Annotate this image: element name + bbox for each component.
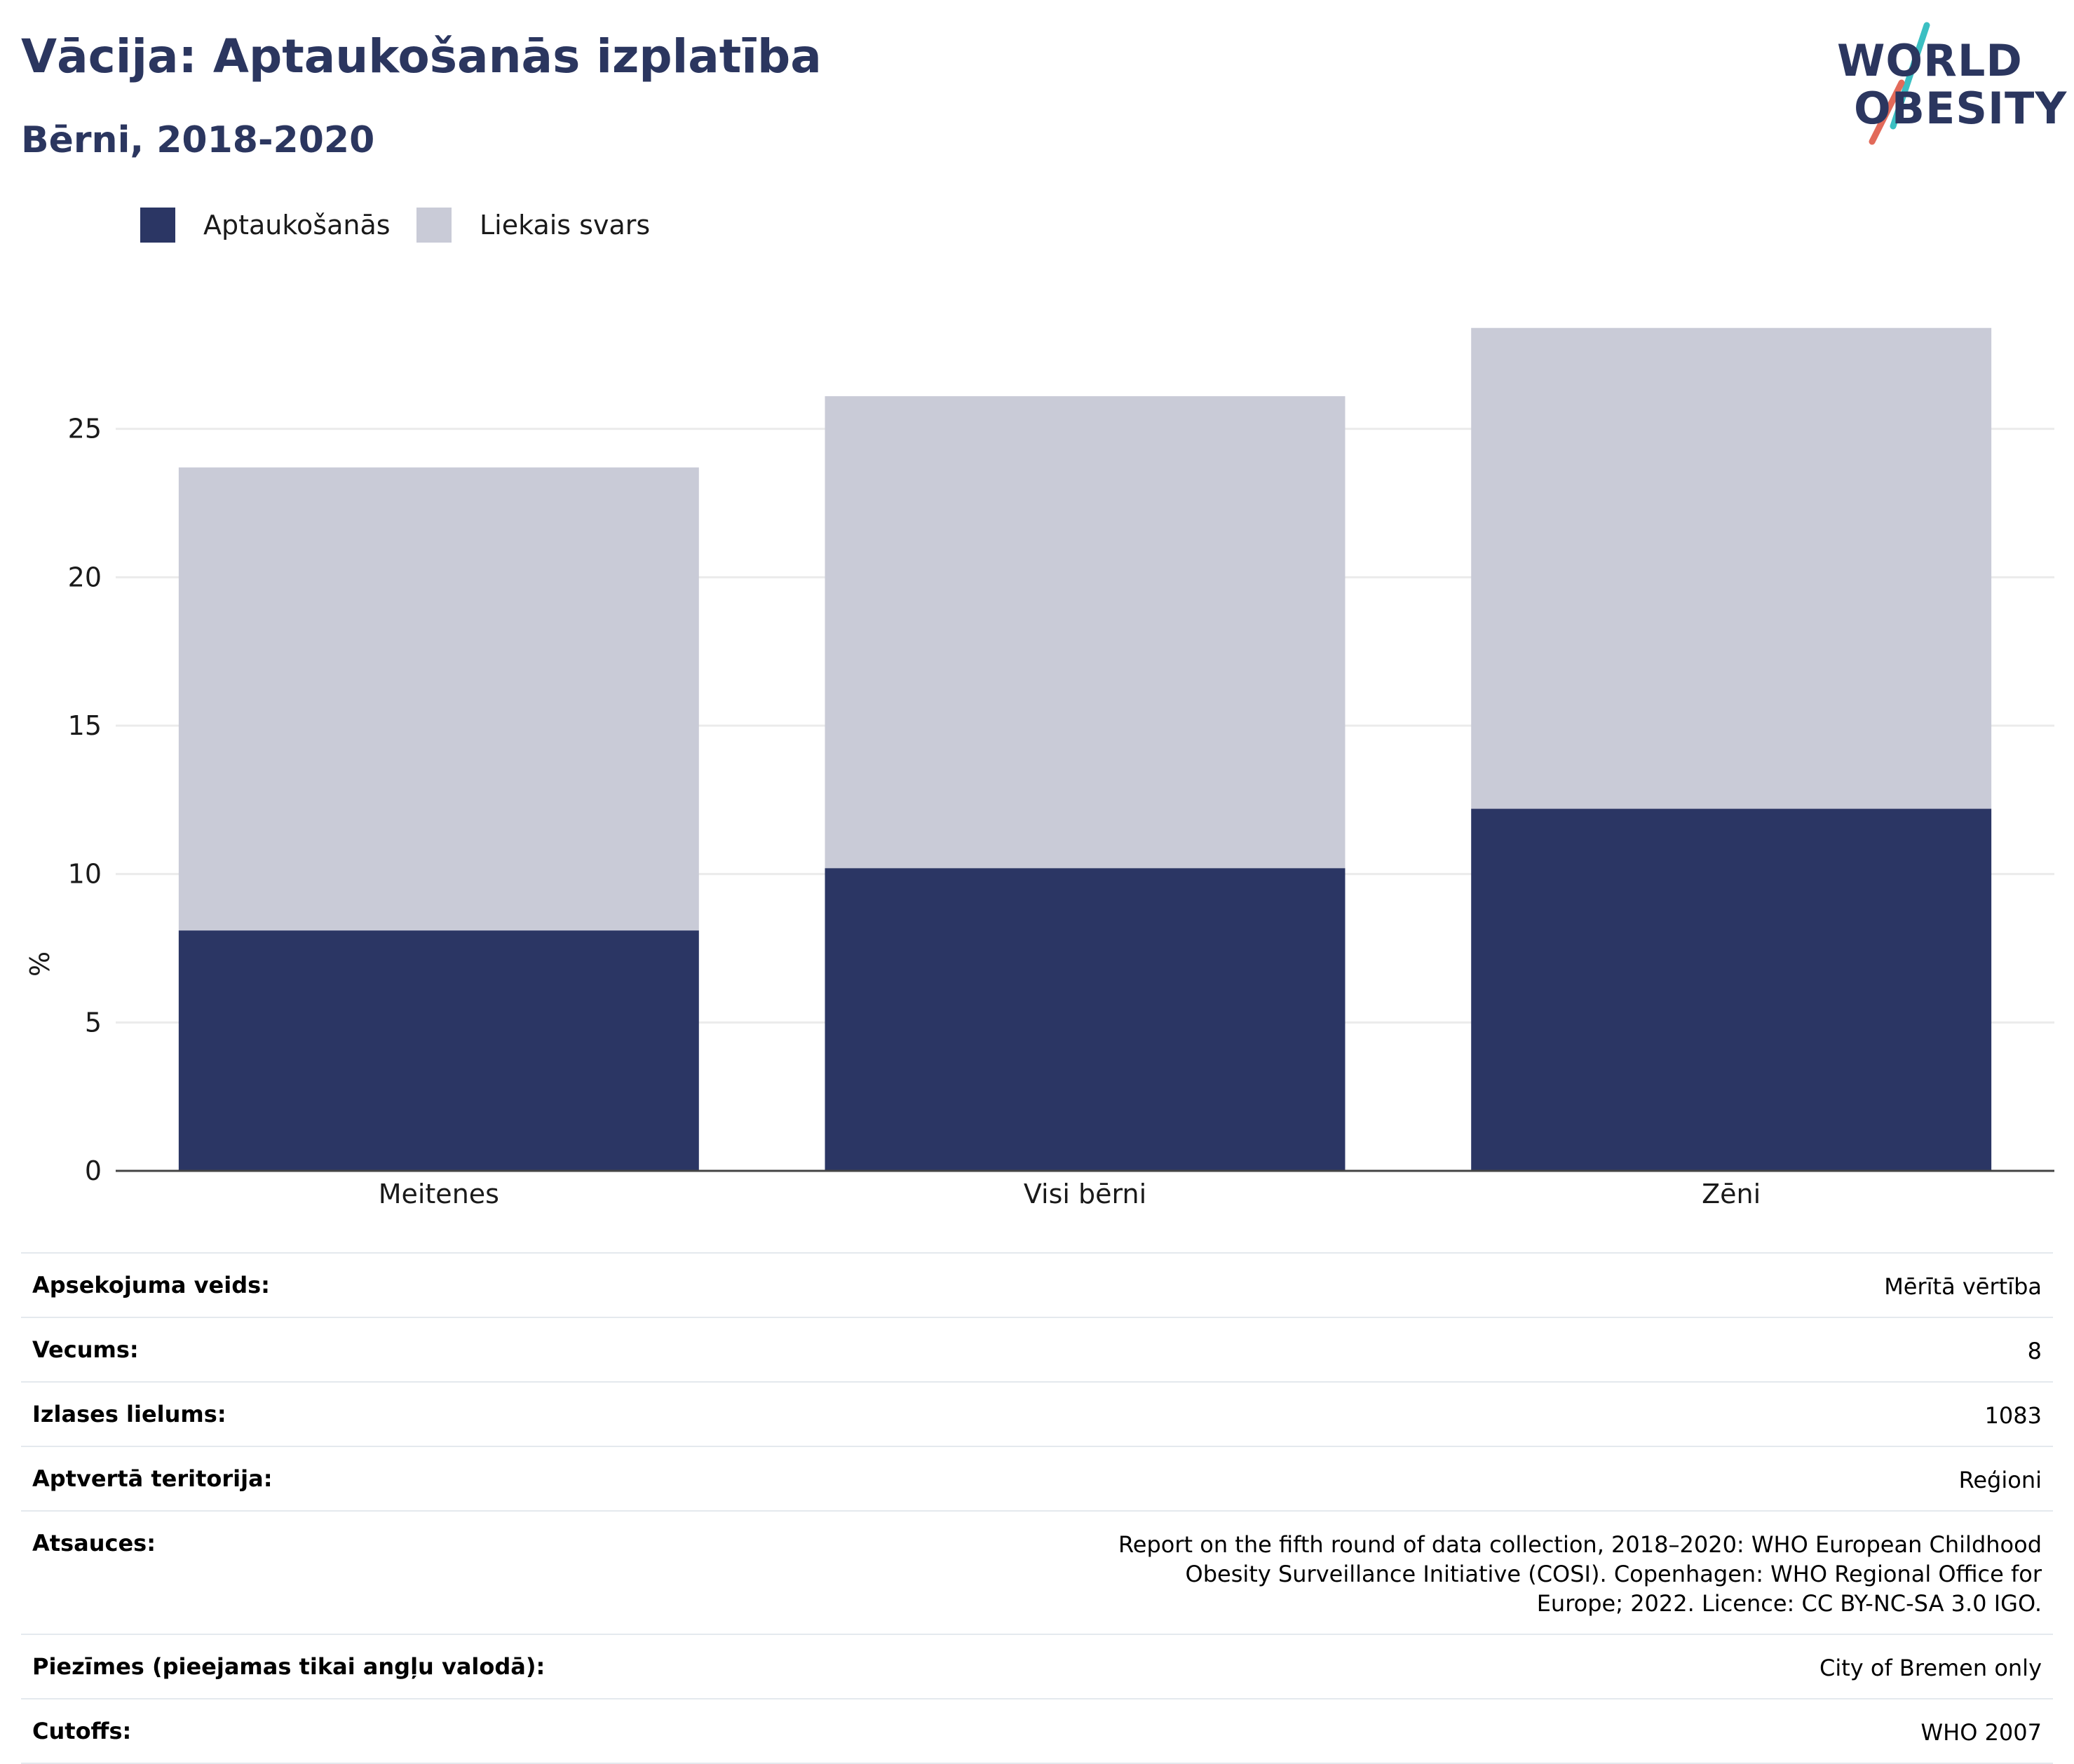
- bar-overweight-1: [825, 396, 1346, 869]
- y-tick-label-20: 20: [68, 562, 102, 592]
- metadata-row: Atsauces: Report on the fifth round of da…: [21, 1511, 2053, 1634]
- logo-text-world: WORLD: [1837, 35, 2023, 86]
- metadata-value: Mērītā vērtība: [1884, 1273, 2042, 1300]
- axes: 0 5 10 15 20 25 Meitenes Visi bērni Zēni%: [25, 414, 2054, 1209]
- metadata-key: Cutoffs:: [32, 1718, 132, 1744]
- y-tick-label-5: 5: [85, 1007, 102, 1038]
- y-axis-label: %: [25, 951, 55, 977]
- bar-overweight-0: [178, 467, 699, 931]
- metadata-key: Vecums:: [32, 1336, 139, 1363]
- metadata-key: Atsauces:: [32, 1530, 156, 1556]
- world-obesity-logo: WORLD OBESITY: [1823, 21, 2066, 147]
- bar-obesity-2: [1471, 808, 1992, 1171]
- x-tick-label-0: Meitenes: [379, 1179, 499, 1209]
- y-tick-label-25: 25: [68, 414, 102, 445]
- bar-obesity-1: [825, 868, 1346, 1171]
- metadata-row: Apsekojuma veids: Mērītā vērtība: [21, 1253, 2053, 1317]
- legend-swatch-overweight: [416, 208, 452, 243]
- metadata-row: Cutoffs: WHO 2007: [21, 1699, 2053, 1763]
- legend-swatch-obesity: [140, 208, 175, 243]
- metadata-value: Reģioni: [1958, 1467, 2042, 1493]
- metadata-row: Vecums: 8: [21, 1317, 2053, 1382]
- chart-subtitle: Bērni, 2018-2020: [21, 119, 375, 161]
- logo-text-obesity: OBESITY: [1854, 83, 2068, 134]
- metadata-value: 1083: [1984, 1402, 2042, 1429]
- legend-item-obesity[interactable]: Aptaukošanās: [140, 208, 391, 243]
- metadata-key: Piezīmes (pieejamas tikai angļu valodā):: [32, 1653, 545, 1680]
- chart-title: Vācija: Aptaukošanās izplatība: [21, 29, 822, 83]
- metadata-key: Izlases lielums:: [32, 1401, 226, 1427]
- x-tick-label-1: Visi bērni: [1024, 1179, 1146, 1209]
- y-tick-label-0: 0: [85, 1155, 102, 1186]
- metadata-row: Piezīmes (pieejamas tikai angļu valodā):…: [21, 1634, 2053, 1699]
- survey-metadata-table: Apsekojuma veids: Mērītā vērtība Vecums: 8 I…: [21, 1252, 2053, 1764]
- legend-item-overweight[interactable]: Liekais svars: [416, 208, 650, 243]
- metadata-value: City of Bremen only: [1819, 1655, 2042, 1681]
- metadata-key: Aptvertā teritorija:: [32, 1465, 273, 1492]
- y-tick-label-10: 10: [68, 859, 102, 890]
- metadata-value: WHO 2007: [1920, 1719, 2042, 1746]
- bars: [178, 327, 1992, 1171]
- y-tick-label-15: 15: [68, 710, 102, 741]
- metadata-value: Report on the fifth round of data collec…: [1118, 1531, 2042, 1617]
- logo-slash-icon: [1869, 22, 1930, 145]
- x-tick-label-2: Zēni: [1702, 1179, 1761, 1209]
- legend-label-overweight: Liekais svars: [480, 210, 651, 240]
- bar-obesity-0: [178, 930, 699, 1171]
- metadata-row: Aptvertā teritorija: Reģioni: [21, 1446, 2053, 1511]
- legend-label-obesity: Aptaukošanās: [203, 210, 391, 240]
- metadata-value: 8: [2027, 1338, 2042, 1364]
- bar-chart: 0 5 10 15 20 25 Meitenes Visi bērni Zēni%: [25, 327, 2054, 1209]
- metadata-row: Izlases lielums: 1083: [21, 1382, 2053, 1446]
- bar-overweight-2: [1471, 327, 1992, 809]
- metadata-key: Apsekojuma veids:: [32, 1272, 270, 1298]
